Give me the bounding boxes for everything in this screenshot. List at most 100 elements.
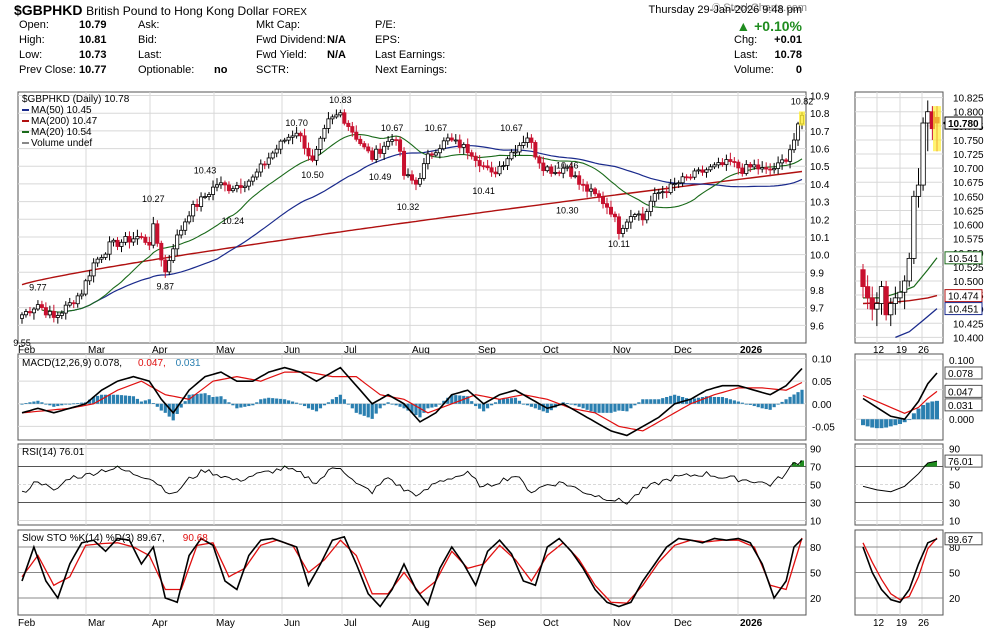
candle-body [441,140,446,150]
macd-histogram-bar [247,403,251,407]
candle-body [724,159,729,166]
last-value: 10.78 [774,49,802,61]
open-label: Open: [19,19,49,31]
sto-month-label: Sep [478,618,496,629]
price-legend-entry: MA(50) 10.45 [31,105,92,116]
zoom-rsi-badge: 76.01 [948,457,973,468]
price-month-label: Aug [412,345,430,356]
candle-body [760,167,765,170]
candle-body [382,145,387,154]
macd-histogram-bar [227,402,231,404]
zoom-macd-badge: 0.078 [948,369,973,380]
macd-histogram-bar [482,403,486,412]
sto-d-line [21,537,803,604]
macd-histogram-bar [358,403,362,415]
macd-histogram-bar [414,403,418,416]
price-value-label: 10.82 [791,97,814,107]
macd-histogram-bar [155,403,159,407]
macd-histogram-bar [736,401,740,404]
macd-histogram-bar [179,403,183,408]
macd-histogram-bar [784,399,788,404]
price-value-label: 10.83 [329,95,352,105]
candle-body [553,171,558,174]
zoom-sto-y-tick-label: 20 [949,594,961,605]
macd-histogram-bar [537,403,541,410]
zoom-candle-body [906,257,912,282]
zoom-day-label: 12 [873,345,885,356]
candle-body [358,138,363,145]
zoom-last-price-badge: 10.780 [948,119,979,130]
candle-body [199,196,204,207]
zoom-last-price-badge-box [944,116,983,130]
candle-body [593,188,598,195]
macd-histogram-bar [207,395,211,404]
ticker-symbol: $GBPHKD [14,2,83,18]
candle-body [123,236,128,243]
candle-body [250,176,255,182]
candle-body [429,153,434,156]
zoom-candle-body [888,303,894,316]
zoom-macd-histogram-bar [916,408,921,420]
macd-histogram-bar [493,402,498,404]
candle-body [207,194,212,197]
macd-histogram-bar [199,393,203,404]
sto-month-label: Nov [613,618,631,629]
price-month-label: Apr [152,345,168,356]
zoom-macd-badge-box [944,366,983,380]
candle-body [211,186,216,195]
price-y-tick-label: 10.5 [810,162,830,173]
candle-body [513,151,518,154]
candle-body [736,161,741,169]
candle-body [748,164,753,168]
low-value: 10.73 [79,49,107,61]
sto-month-label: Dec [674,618,692,629]
price-value-label: 10.30 [556,206,579,216]
copyright-text[interactable]: © StockCharts.com [712,2,807,14]
candle-body [43,307,48,316]
candle-body [676,182,681,185]
candle-body [222,182,227,186]
macd-histogram-bar [681,397,685,404]
zoom-rsi-y-tick-label: 10 [949,517,961,528]
macd-histogram-bar [219,396,223,404]
zoom-price-panel [854,91,944,344]
candle-body [581,183,586,186]
macd-histogram-bar [302,403,307,407]
zoom-macd-histogram-bar [888,419,893,427]
zoom-macd-histogram-bar [902,419,907,423]
macd-histogram-bar [756,403,760,408]
macd-histogram-bar [68,403,72,405]
zoom-price-y-tick-label: 10.650 [953,192,984,203]
open-value: 10.79 [79,19,107,31]
price-y-tick-label: 10.8 [810,109,830,120]
zoom-last-highlight [933,106,941,152]
macd-histogram-bar [24,403,28,404]
macd-histogram-bar [215,396,219,404]
candle-body [83,280,88,295]
candle-body [151,223,156,246]
candle-body [370,150,375,160]
macd-histogram-bar [740,402,744,404]
candle-body [246,180,251,187]
macd-histogram-bar [362,403,366,416]
macd-histogram-bar [386,402,390,404]
candle-body [115,239,120,247]
sto-month-label: 2026 [740,618,763,629]
zoom-ma-badge: 10.474 [948,292,979,303]
macd-histogram-bar [310,403,315,410]
macd-histogram-bar [692,398,697,404]
optionable-label: Optionable: [138,64,195,76]
macd-histogram-bar [422,403,426,413]
macd-histogram-bar [700,397,705,404]
candle-body [187,215,192,223]
rsi-y-tick-label: 50 [810,481,822,492]
rsi-line [21,460,803,505]
rsi-y-tick-label: 70 [810,463,822,474]
candle-body [67,302,72,306]
ask-label: Ask: [138,19,160,31]
zoom-price-y-tick-label: 10.725 [953,150,984,161]
macd-legend-part: 0.047, [138,358,166,369]
last-label: Last: [734,49,758,61]
chart-header: $GBPHKD British Pound to Hong Kong Dolla… [14,2,307,18]
macd-histogram-bar [115,394,120,404]
